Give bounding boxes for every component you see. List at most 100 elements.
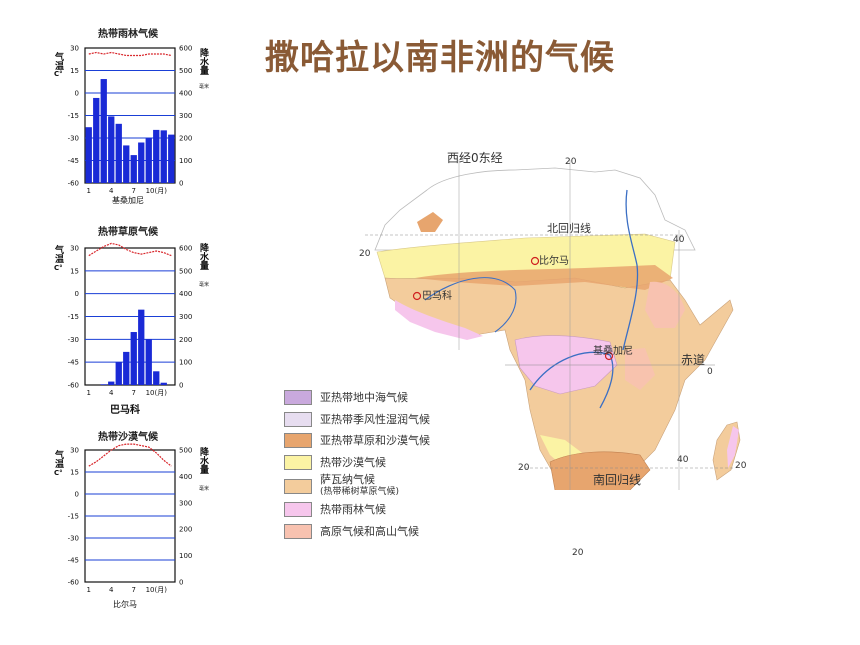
left-label: 气温 (53, 244, 65, 264)
left-axis-title: 气温 C° (53, 51, 65, 78)
precip-tick-label: 100 (179, 359, 192, 367)
savanna-climate-chart: 热带草原气候 气温 C° 降水量 毫米 巴马科 30 15 0 -15 -30 -45 -6… (53, 225, 209, 416)
desert-climate-chart: 热带沙漠气候 气温 C° 降水量 毫米 比尔马 30 15 0 -15 -30 -45 -6… (53, 430, 209, 609)
lon-20-bottom: 20 (572, 548, 584, 558)
precip-bar (108, 381, 115, 385)
chart-title: 热带雨林气候 (98, 27, 159, 40)
legend-label: 亚热带草原和沙漠气候 (320, 435, 430, 446)
lat-0-label: 0 (707, 367, 713, 377)
tropic-capricorn-label: 南回归线 (593, 472, 641, 487)
precip-bar (123, 351, 130, 385)
legend-item: 热带沙漠气候 (284, 452, 464, 474)
temp-tick-label: -15 (68, 112, 79, 120)
precip-tick-label: 500 (179, 447, 192, 455)
nile-river (622, 189, 639, 351)
temp-tick-label: -60 (68, 579, 79, 587)
temp-tick-label: 0 (75, 491, 79, 499)
precip-tick-label: 300 (179, 499, 192, 507)
station-name: 基桑加尼 (112, 195, 144, 205)
climate-charts-panel: 热带雨林气候 气温 C° 降水量 毫米 基桑加尼 30 15 0 -15 -30 -45 -… (53, 27, 209, 609)
left-axis-title: 气温 C° (53, 449, 65, 477)
subtropical-steppe-zone (415, 265, 673, 290)
city-label: 基桑加尼 (593, 344, 633, 357)
precip-tick-label: 500 (179, 67, 192, 75)
legend-label-text: 亚热带季风性湿润气候 (320, 412, 430, 426)
precip-tick-label: 400 (179, 90, 192, 98)
temp-tick-label: -30 (68, 135, 79, 143)
subtropical-steppe-south (549, 451, 651, 490)
lon-40-south: 40 (677, 455, 689, 465)
temp-tick-label: -15 (68, 313, 79, 321)
precip-tick-label: 0 (179, 382, 183, 390)
temp-tick-label: -45 (68, 359, 79, 367)
lat-20-south-right: 20 (735, 461, 747, 471)
temp-tick-label: -45 (68, 157, 79, 165)
legend-label: 萨瓦纳气候 (热带稀树草原气候) (320, 474, 399, 498)
precip-tick-label: 300 (179, 112, 192, 120)
legend-item: 高原气候和高山气候 (284, 521, 464, 543)
legend-label-text: 亚热带草原和沙漠气候 (320, 434, 430, 448)
precip-bar (168, 134, 175, 183)
month-tick-label: 1 (87, 389, 91, 397)
month-tick-label: 1 (87, 187, 91, 195)
left-axis-title: 气温 C° (53, 244, 65, 272)
precip-tick-label: 600 (179, 245, 192, 253)
mediterranean-climate-zone (417, 212, 443, 232)
precip-tick-label: 400 (179, 473, 192, 481)
madagascar-rainforest (727, 426, 739, 468)
month-tick-label: 1 (87, 586, 91, 594)
legend-item: 亚热带季风性湿润气候 (284, 409, 464, 431)
north-africa-land (374, 167, 696, 251)
legend-swatch (284, 523, 312, 539)
precip-tick-label: 100 (179, 552, 192, 560)
right-unit: 毫米 (199, 485, 209, 492)
legend-swatch (284, 433, 312, 449)
precip-bar (100, 384, 107, 385)
left-label: 气温 (53, 51, 65, 71)
precip-bar (138, 142, 145, 183)
precip-bar (160, 130, 167, 183)
month-tick-label: 10(月) (146, 586, 168, 594)
temp-tick-label: 15 (70, 67, 79, 75)
precip-bar (108, 116, 115, 183)
left-unit: C° (54, 264, 63, 272)
precip-tick-label: 100 (179, 157, 192, 165)
temperature-line (88, 242, 172, 257)
highland-zone-ethiopia (645, 281, 685, 328)
temp-tick-label: -60 (68, 382, 79, 390)
city-bilma: 比尔马 (530, 254, 569, 267)
right-label: 降水量 (198, 47, 209, 76)
equator-label: 赤道 (681, 353, 705, 367)
tropic-cancer-label: 北回归线 (547, 221, 591, 235)
month-tick-label: 10(月) (146, 187, 168, 195)
precip-bar (138, 309, 145, 385)
legend-label: 亚热带地中海气候 (320, 392, 408, 403)
legend-item: 亚热带草原和沙漠气候 (284, 430, 464, 452)
temp-tick-label: -60 (68, 180, 79, 188)
temp-tick-label: 30 (70, 447, 79, 455)
rainforest-climate-chart: 热带雨林气候 气温 C° 降水量 毫米 基桑加尼 30 15 0 -15 -30 -45 -… (53, 27, 209, 205)
right-unit: 毫米 (199, 281, 209, 288)
city-kisangani: 基桑加尼 (593, 344, 633, 361)
temperature-line (88, 51, 172, 57)
temp-tick-label: 30 (70, 245, 79, 253)
month-tick-label: 7 (132, 389, 136, 397)
precip-tick-label: 600 (179, 45, 192, 53)
legend-swatch (284, 454, 312, 470)
precip-bar (115, 362, 122, 385)
precip-bar (100, 79, 107, 183)
precip-bar (130, 332, 137, 385)
station-name: 巴马科 (110, 403, 140, 416)
legend-label: 亚热带季风性湿润气候 (320, 414, 430, 425)
left-label: 气温 (53, 449, 65, 469)
month-tick-label: 4 (109, 586, 114, 594)
legend-swatch (284, 411, 312, 427)
legend-label-text: 热带雨林气候 (320, 503, 386, 517)
legend-item: 亚热带地中海气候 (284, 387, 464, 409)
legend-label: 高原气候和高山气候 (320, 526, 419, 537)
lat-20-south-left: 20 (518, 463, 530, 473)
precip-tick-label: 200 (179, 336, 192, 344)
precip-bar (153, 129, 160, 183)
precip-tick-label: 0 (179, 579, 183, 587)
temp-tick-label: -30 (68, 336, 79, 344)
